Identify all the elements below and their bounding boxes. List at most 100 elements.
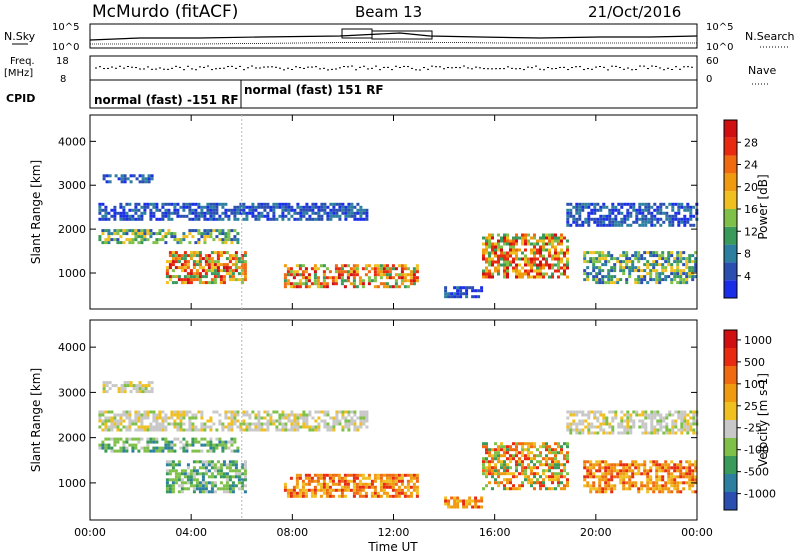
range-cell (141, 384, 145, 388)
range-cell (104, 217, 108, 221)
range-cell (676, 269, 680, 273)
range-cell (344, 214, 348, 218)
range-cell (295, 264, 299, 268)
colorbar-swatch (724, 244, 737, 263)
range-cell (518, 442, 521, 446)
range-cell (506, 269, 509, 273)
range-cell (685, 272, 689, 276)
range-cell (120, 174, 124, 178)
range-cell (406, 279, 410, 283)
range-cell (358, 473, 362, 477)
range-cell (140, 413, 144, 417)
range-cell (450, 292, 454, 296)
range-cell (385, 285, 389, 289)
range-cell (334, 267, 338, 271)
range-cell (231, 487, 235, 491)
range-cell (658, 466, 662, 470)
band-5 (283, 264, 419, 289)
range-cell (688, 275, 692, 279)
range-cell (131, 446, 135, 450)
range-cell (177, 275, 181, 279)
range-cell (634, 254, 638, 258)
range-cell (497, 454, 500, 458)
range-cell (243, 272, 247, 276)
range-cell (263, 208, 267, 212)
range-cell (453, 499, 457, 503)
range-cell (557, 269, 560, 273)
range-cell (604, 487, 608, 491)
range-cell (295, 285, 299, 289)
range-cell (620, 202, 624, 206)
range-cell (545, 236, 548, 240)
range-cell (539, 260, 542, 264)
range-cell (400, 282, 404, 286)
range-cell (143, 416, 147, 420)
range-cell (593, 205, 597, 209)
range-cell (683, 419, 687, 423)
range-cell (302, 208, 306, 212)
range-cell (224, 416, 228, 420)
range-cell (281, 410, 285, 414)
range-cell (604, 481, 608, 485)
range-cell (682, 278, 686, 282)
range-cell (602, 202, 606, 206)
range-cell (164, 208, 168, 212)
range-cell (676, 263, 680, 267)
range-cell (575, 431, 579, 435)
range-cell (179, 410, 183, 414)
range-cell (177, 278, 181, 282)
range-cell (222, 266, 226, 270)
range-cell (640, 281, 644, 285)
range-cell (352, 267, 356, 271)
range-cell (605, 214, 609, 218)
range-cell (569, 413, 573, 417)
range-cell (589, 475, 593, 479)
range-cell (307, 285, 311, 289)
range-cell (209, 202, 213, 206)
range-cell (542, 242, 545, 246)
range-cell (643, 251, 647, 255)
range-cell (287, 217, 291, 221)
range-cell (227, 217, 231, 221)
range-cell (641, 419, 645, 423)
range-cell (589, 251, 593, 255)
range-cell (625, 266, 629, 270)
range-cell (385, 264, 389, 268)
range-cell (673, 475, 677, 479)
range-cell (592, 275, 596, 279)
range-cell (168, 460, 172, 464)
range-cell (176, 410, 180, 414)
range-cell (631, 263, 635, 267)
range-cell (509, 260, 512, 264)
xtick-label: 04:00 (175, 526, 207, 539)
range-cell (509, 445, 512, 449)
range-cell (376, 267, 380, 271)
range-cell (171, 478, 175, 482)
range-cell (587, 428, 591, 432)
range-cell (548, 463, 551, 467)
range-cell (656, 419, 660, 423)
range-cell (560, 463, 563, 467)
range-cell (167, 232, 171, 236)
range-cell (566, 275, 569, 279)
range-cell (125, 413, 129, 417)
range-cell (619, 478, 623, 482)
range-cell (524, 475, 527, 479)
range-cell (140, 238, 144, 242)
range-cell (219, 275, 223, 279)
range-cell (491, 245, 494, 249)
range-cell (212, 208, 216, 212)
range-cell (518, 275, 521, 279)
range-cell (542, 484, 545, 488)
range-cell (592, 484, 596, 488)
range-cell (233, 419, 237, 423)
range-cell (685, 263, 689, 267)
range-cell (653, 208, 657, 212)
range-cell (488, 481, 491, 485)
range-cell (385, 491, 389, 495)
range-cell (307, 276, 311, 280)
range-cell (152, 232, 156, 236)
range-cell (614, 214, 618, 218)
range-cell (123, 180, 127, 184)
range-cell (409, 276, 413, 280)
